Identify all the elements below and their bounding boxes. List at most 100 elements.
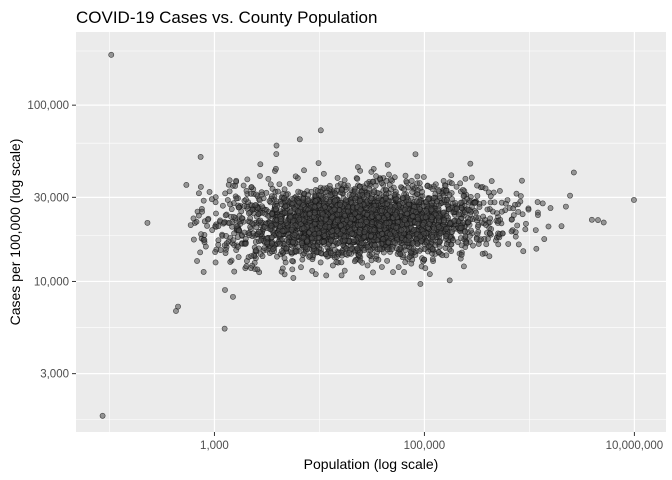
data-point bbox=[257, 173, 263, 179]
data-point bbox=[455, 239, 461, 245]
data-point bbox=[187, 222, 194, 228]
data-point bbox=[249, 220, 256, 227]
data-point bbox=[243, 196, 249, 203]
data-point bbox=[292, 173, 299, 180]
data-point bbox=[472, 199, 478, 206]
data-point bbox=[495, 241, 502, 248]
data-point bbox=[368, 195, 375, 202]
data-point bbox=[273, 151, 280, 157]
data-point bbox=[302, 244, 309, 251]
data-point bbox=[404, 210, 411, 217]
data-point bbox=[255, 211, 262, 217]
data-point bbox=[562, 203, 569, 210]
data-point bbox=[441, 217, 447, 224]
data-point bbox=[274, 188, 281, 195]
data-point bbox=[247, 215, 254, 222]
data-point bbox=[457, 235, 464, 241]
data-point bbox=[317, 250, 324, 257]
data-point bbox=[332, 197, 338, 204]
data-point bbox=[393, 245, 400, 252]
data-point bbox=[419, 221, 426, 228]
data-point bbox=[338, 222, 344, 229]
data-point bbox=[253, 191, 260, 198]
data-point bbox=[348, 245, 355, 252]
y-axis-ticks: 3,000 10,000 30,000 100,000 bbox=[27, 100, 76, 381]
data-point bbox=[449, 196, 455, 202]
data-point bbox=[436, 249, 442, 256]
data-point bbox=[209, 227, 216, 233]
data-point bbox=[515, 241, 522, 248]
data-point bbox=[429, 186, 436, 192]
data-point bbox=[414, 191, 421, 197]
data-point bbox=[444, 197, 451, 204]
data-point bbox=[267, 181, 274, 188]
data-point bbox=[268, 234, 275, 241]
data-point bbox=[331, 254, 338, 261]
data-point bbox=[600, 219, 607, 226]
data-point bbox=[395, 219, 401, 225]
data-point bbox=[380, 236, 387, 243]
x-axis-ticks: 1,000 100,000 10,000,000 bbox=[200, 432, 663, 452]
data-point bbox=[376, 246, 383, 253]
data-point bbox=[272, 206, 279, 212]
data-point bbox=[289, 257, 296, 264]
data-point bbox=[384, 257, 391, 264]
data-point bbox=[386, 231, 393, 238]
data-point bbox=[440, 209, 446, 216]
data-point bbox=[474, 182, 480, 189]
data-point bbox=[99, 412, 106, 419]
data-point bbox=[378, 207, 385, 214]
data-point bbox=[480, 213, 487, 220]
data-point bbox=[357, 221, 364, 228]
data-point bbox=[413, 208, 419, 215]
data-point bbox=[326, 182, 333, 189]
data-point bbox=[446, 206, 452, 213]
data-point bbox=[230, 213, 237, 220]
data-point bbox=[326, 219, 333, 226]
data-point bbox=[248, 190, 254, 197]
data-point bbox=[268, 210, 275, 217]
data-point bbox=[223, 233, 229, 239]
data-point bbox=[472, 214, 479, 221]
data-point bbox=[194, 258, 200, 264]
data-point bbox=[295, 188, 302, 195]
data-point bbox=[202, 243, 209, 250]
data-point bbox=[422, 265, 429, 272]
data-point bbox=[446, 191, 453, 198]
data-point bbox=[458, 251, 465, 258]
data-point bbox=[300, 202, 307, 208]
data-point bbox=[424, 183, 431, 190]
data-point bbox=[532, 227, 539, 233]
data-point bbox=[588, 216, 595, 223]
data-point bbox=[442, 183, 449, 189]
data-point bbox=[235, 254, 242, 260]
data-point bbox=[200, 197, 207, 204]
data-point bbox=[367, 233, 374, 239]
data-point bbox=[222, 212, 229, 219]
data-point bbox=[287, 214, 294, 221]
data-point bbox=[221, 219, 227, 226]
data-point bbox=[225, 181, 232, 188]
data-point bbox=[357, 167, 364, 174]
data-point bbox=[419, 188, 426, 195]
data-point bbox=[315, 160, 322, 167]
data-point bbox=[412, 151, 419, 158]
data-point bbox=[295, 243, 301, 250]
data-point bbox=[230, 293, 236, 300]
data-point bbox=[443, 241, 450, 248]
data-point bbox=[426, 271, 433, 278]
data-point bbox=[414, 173, 421, 180]
data-point bbox=[240, 182, 247, 189]
data-point bbox=[295, 208, 302, 215]
data-point bbox=[307, 252, 313, 259]
data-point bbox=[144, 219, 151, 226]
data-point bbox=[351, 210, 358, 217]
data-point bbox=[261, 245, 268, 251]
data-point bbox=[514, 222, 521, 229]
data-point bbox=[195, 212, 202, 219]
data-point bbox=[429, 245, 436, 252]
data-point bbox=[233, 177, 240, 184]
data-point bbox=[416, 180, 423, 186]
x-tick-label: 10,000,000 bbox=[606, 440, 664, 452]
